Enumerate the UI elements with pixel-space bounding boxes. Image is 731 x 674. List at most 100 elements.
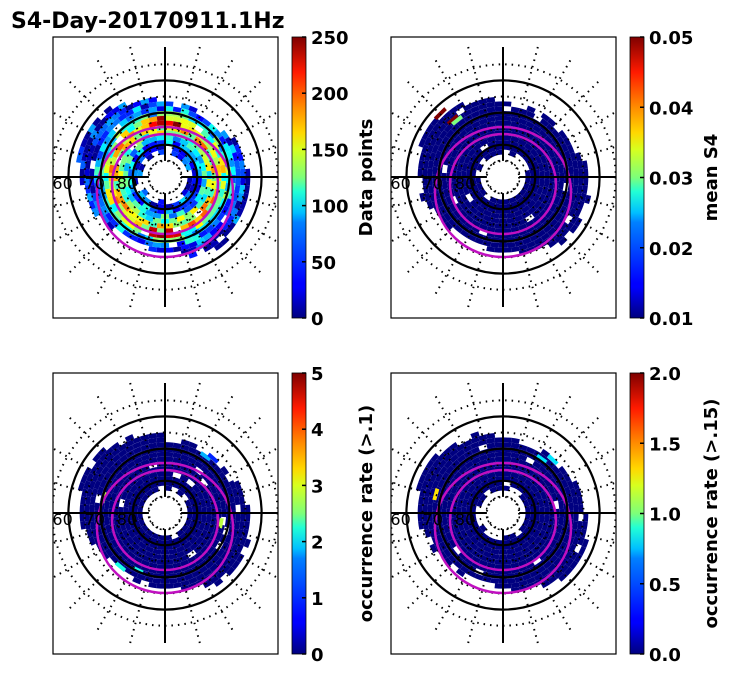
heatmap-cell bbox=[510, 442, 520, 449]
heatmap-cell bbox=[544, 471, 553, 481]
heatmap-cell bbox=[503, 135, 512, 141]
heatmap-cell bbox=[547, 575, 558, 584]
dotted-meridian bbox=[180, 481, 278, 510]
heatmap-cell bbox=[562, 472, 572, 483]
heatmap-cell bbox=[141, 188, 150, 197]
heatmap-cell bbox=[466, 233, 477, 242]
heatmap-cell bbox=[116, 538, 125, 549]
dotted-meridian bbox=[516, 446, 616, 506]
heatmap-cell bbox=[544, 209, 553, 219]
colorbar-tick-label: 100 bbox=[311, 197, 349, 218]
heatmap-cell bbox=[461, 514, 468, 524]
heatmap-cell bbox=[574, 528, 582, 538]
heatmap-cell bbox=[441, 500, 448, 510]
heatmap-cell bbox=[128, 184, 136, 194]
heatmap-cell bbox=[531, 472, 541, 482]
heatmap-cell bbox=[165, 227, 174, 234]
heatmap-cell bbox=[242, 528, 249, 538]
heatmap-cell bbox=[503, 247, 512, 253]
heatmap-cell bbox=[235, 168, 241, 177]
heatmap-cell bbox=[534, 490, 543, 501]
heatmap-cell bbox=[156, 471, 165, 477]
heatmap-cell bbox=[204, 162, 212, 172]
heatmap-cell bbox=[471, 456, 481, 465]
heatmap-cell bbox=[81, 488, 88, 498]
dotted-meridian bbox=[434, 526, 496, 631]
heatmap-cell bbox=[198, 522, 206, 532]
heatmap-cell bbox=[537, 538, 547, 548]
heatmap-cell bbox=[228, 144, 237, 154]
heatmap-cell bbox=[190, 190, 199, 201]
heatmap-cell bbox=[105, 548, 114, 558]
heatmap-cell bbox=[156, 101, 165, 107]
heatmap-cell bbox=[94, 458, 103, 469]
latitude-label: 60 bbox=[52, 510, 72, 529]
dotted-meridian bbox=[391, 180, 488, 209]
heatmap-cell bbox=[128, 233, 139, 242]
heatmap-cell bbox=[148, 116, 158, 123]
heatmap-cell bbox=[172, 452, 182, 459]
dotted-meridian bbox=[178, 184, 278, 244]
heatmap-cell bbox=[443, 212, 452, 222]
heatmap-cell bbox=[448, 202, 457, 213]
heatmap-cell bbox=[475, 210, 485, 220]
colorbar-tick-label: 150 bbox=[311, 140, 349, 161]
heatmap-cell bbox=[210, 180, 217, 190]
heatmap-cell bbox=[539, 118, 550, 127]
heatmap-cell bbox=[140, 103, 150, 111]
heatmap-cell bbox=[489, 196, 498, 204]
heatmap-cell bbox=[546, 123, 556, 133]
heatmap-cell bbox=[204, 498, 212, 508]
heatmap-cell bbox=[503, 456, 512, 463]
dotted-meridian bbox=[506, 528, 539, 644]
heatmap-cell bbox=[458, 490, 467, 501]
heatmap-cell bbox=[152, 212, 162, 219]
heatmap-cell bbox=[551, 129, 561, 139]
dotted-meridian bbox=[68, 80, 155, 167]
heatmap-cell bbox=[231, 214, 241, 225]
heatmap-cell bbox=[525, 446, 536, 455]
heatmap-cell bbox=[559, 228, 569, 238]
heatmap-cell bbox=[137, 546, 147, 556]
heatmap-cell bbox=[526, 520, 535, 530]
heatmap-cell bbox=[136, 573, 146, 581]
heatmap-cell bbox=[474, 148, 483, 157]
latitude-label: 80 bbox=[455, 510, 475, 529]
heatmap-cell bbox=[459, 538, 469, 548]
heatmap-cell bbox=[438, 129, 448, 140]
heatmap-cell bbox=[450, 123, 460, 133]
heatmap-cell bbox=[422, 168, 428, 177]
dotted-meridian bbox=[129, 46, 162, 162]
heatmap-cell bbox=[454, 538, 463, 549]
dotted-meridian bbox=[434, 59, 496, 164]
heatmap-cell bbox=[152, 548, 162, 555]
heatmap-cell bbox=[432, 122, 441, 133]
heatmap-cell bbox=[443, 548, 452, 558]
heatmap-cell bbox=[458, 215, 468, 225]
heatmap-cell bbox=[220, 205, 229, 215]
heatmap-cell bbox=[131, 190, 140, 201]
heatmap-cell bbox=[148, 542, 158, 550]
heatmap-cell bbox=[84, 184, 91, 194]
heatmap-cell bbox=[476, 182, 484, 191]
heatmap-cell bbox=[457, 186, 465, 196]
heatmap-cell bbox=[221, 228, 231, 238]
axes-frame bbox=[52, 372, 279, 655]
heatmap-cell bbox=[533, 572, 544, 582]
heatmap-cell bbox=[199, 529, 208, 539]
heatmap-cell bbox=[460, 529, 469, 539]
heatmap-cell bbox=[230, 543, 239, 554]
heatmap-cell bbox=[434, 150, 442, 160]
heatmap-cell bbox=[136, 533, 145, 542]
heatmap-cell bbox=[107, 465, 117, 475]
colorbar: 0.0 0.5 1.0 1.5 2.0 occurrence rate (>.15) bbox=[629, 364, 722, 666]
latitude-label: 60 bbox=[52, 174, 72, 193]
heatmap-cell bbox=[141, 138, 151, 147]
dotted-meridian bbox=[53, 447, 152, 506]
heatmap-cell bbox=[172, 200, 182, 209]
heatmap-cell bbox=[188, 520, 197, 530]
heatmap-cell bbox=[418, 160, 425, 170]
highlight-cell bbox=[451, 114, 464, 126]
heatmap-cell bbox=[198, 229, 208, 238]
